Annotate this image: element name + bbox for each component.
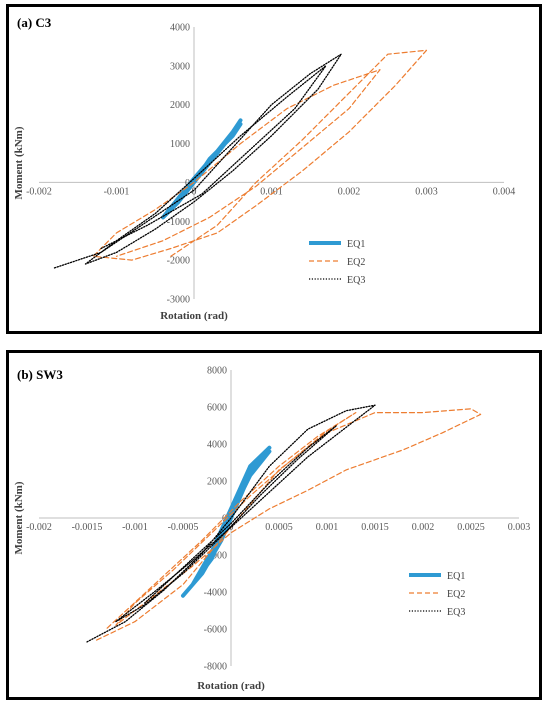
series-line-eq1 <box>161 118 243 220</box>
y-tick-label: 6000 <box>207 403 227 414</box>
chart-panel-b: -0.002 -0.0015 -0.001 -0.0005 0 0.0005 0.001 0.… <box>6 350 542 700</box>
x-tick-label: 0.0025 <box>457 522 485 533</box>
x-tick-label: -0.001 <box>122 522 148 533</box>
legend-label-eq2: EQ2 <box>347 257 365 268</box>
series-line-eq3 <box>53 53 342 269</box>
legend-label-eq3: EQ3 <box>347 275 365 286</box>
chart-b: -0.002 -0.0015 -0.001 -0.0005 0 0.0005 0.001 0.… <box>13 366 531 693</box>
y-tick-label: 4000 <box>170 23 190 34</box>
y-tick-label: -8000 <box>204 662 227 673</box>
y-tick-label: 1000 <box>170 139 190 150</box>
legend-label-eq1: EQ1 <box>447 571 465 582</box>
x-tick-label: 0.001 <box>316 522 339 533</box>
chart-panel-a: -0.002 -0.001 0 0.001 0.002 0.003 0.004 -3000 -2… <box>6 4 542 334</box>
y-axis-label: Moment (kNm) <box>13 126 25 199</box>
x-tick-label: 0.002 <box>338 186 361 197</box>
x-tick-label: 0 <box>192 186 197 197</box>
y-tick-label: 2000 <box>207 477 227 488</box>
y-axis-label: Moment (kNm) <box>13 481 25 554</box>
x-tick-label: 0.003 <box>508 522 531 533</box>
legend-label-eq3: EQ3 <box>447 607 465 618</box>
x-tick-label: -0.001 <box>104 186 130 197</box>
y-tick-label: -4000 <box>204 588 227 599</box>
x-tick-label: 0.003 <box>415 186 438 197</box>
y-tick-label: -2000 <box>204 551 227 562</box>
x-tick-label: 0.002 <box>412 522 435 533</box>
x-tick-label: 0.0015 <box>361 522 389 533</box>
series-line-eq2 <box>92 49 428 261</box>
y-tick-label: 0 <box>185 178 190 189</box>
y-tick-label: -1000 <box>167 217 190 228</box>
legend-label-eq1: EQ1 <box>347 239 365 250</box>
chart-title: (a) C3 <box>17 15 52 30</box>
x-tick-label: -0.002 <box>26 186 52 197</box>
y-tick-label: 4000 <box>207 440 227 451</box>
y-tick-label: -2000 <box>167 256 190 267</box>
x-tick-label: -0.002 <box>26 522 52 533</box>
x-tick-label: -0.0005 <box>168 522 199 533</box>
y-tick-label: 3000 <box>170 61 190 72</box>
x-tick-label: 0.004 <box>493 186 516 197</box>
legend-label-eq2: EQ2 <box>447 589 465 600</box>
x-tick-label: 0.001 <box>260 186 283 197</box>
x-axis-label: Rotation (rad) <box>160 310 228 322</box>
series-line-eq3 <box>86 404 376 643</box>
x-axis-label: Rotation (rad) <box>197 680 265 692</box>
y-tick-label: -3000 <box>167 295 190 306</box>
x-tick-label: -0.0015 <box>72 522 103 533</box>
y-tick-label: 2000 <box>170 100 190 111</box>
series-line-eq2 <box>96 408 482 641</box>
y-tick-label: -6000 <box>204 625 227 636</box>
x-tick-label: 0.0005 <box>265 522 293 533</box>
y-tick-label: 8000 <box>207 366 227 377</box>
chart-title: (b) SW3 <box>17 367 63 382</box>
chart-a: -0.002 -0.001 0 0.001 0.002 0.003 0.004 -3000 -2… <box>13 15 516 322</box>
